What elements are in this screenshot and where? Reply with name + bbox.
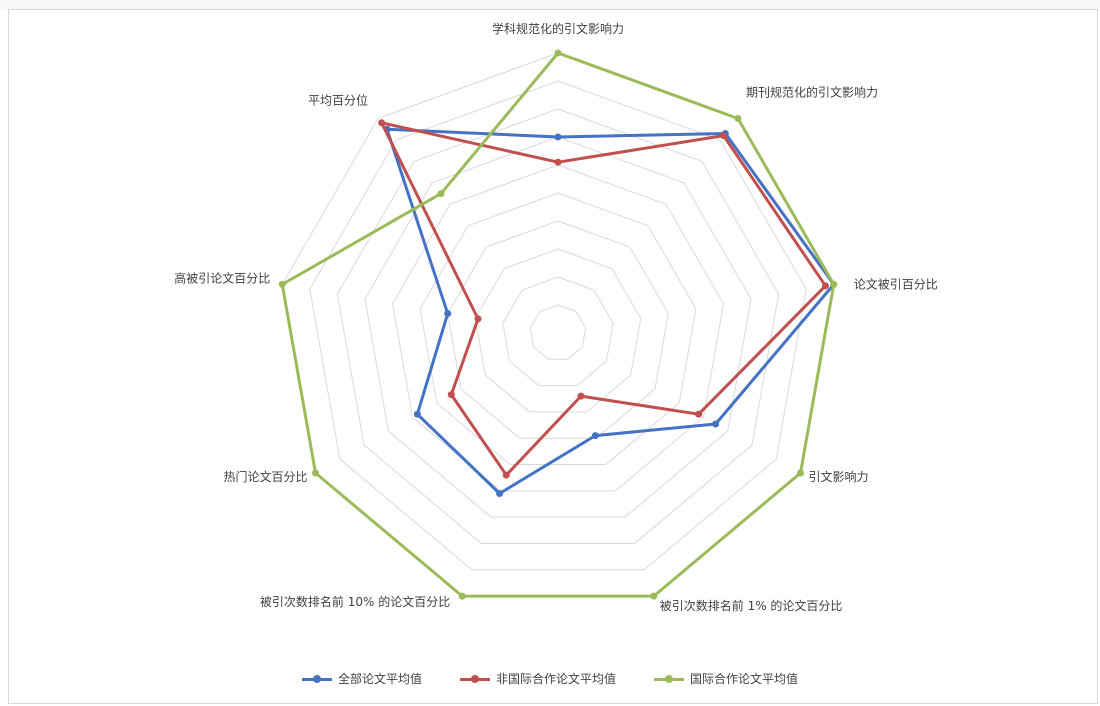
grid-ring — [364, 136, 752, 518]
data-point — [591, 432, 599, 440]
legend: 全部论文平均值 非国际合作论文平均值 国际合作论文平均值 — [0, 670, 1100, 687]
grid-ring — [309, 80, 807, 571]
axis-label: 高被引论文百分比 — [174, 270, 270, 285]
series-1 — [378, 119, 829, 479]
axis-label: 学科规范化的引文影响力 — [492, 21, 624, 36]
data-point — [554, 49, 562, 57]
data-point — [413, 410, 421, 418]
data-point — [437, 190, 445, 198]
data-point — [577, 392, 585, 400]
data-point — [720, 132, 728, 140]
grid-ring — [336, 108, 780, 544]
radar-chart: 学科规范化的引文影响力期刊规范化的引文影响力论文被引百分比引文影响力被引次数排名… — [174, 21, 938, 613]
series-line — [380, 121, 827, 477]
legend-swatch — [654, 673, 684, 685]
data-point — [378, 119, 386, 127]
data-point — [447, 391, 455, 399]
series-line — [385, 127, 836, 495]
grid-ring — [502, 276, 614, 387]
axis-label: 论文被引百分比 — [854, 276, 938, 291]
grid-ring — [474, 248, 642, 413]
data-point — [796, 469, 804, 477]
grid-ring — [419, 192, 697, 466]
axis-label: 被引次数排名前 1% 的论文百分比 — [660, 598, 843, 613]
chart-frame — [8, 9, 1098, 704]
legend-label: 国际合作论文平均值 — [690, 672, 799, 686]
data-point — [444, 310, 452, 318]
data-point — [734, 115, 742, 123]
legend-item: 全部论文平均值 — [301, 670, 422, 687]
axis-labels: 学科规范化的引文影响力期刊规范化的引文影响力论文被引百分比引文影响力被引次数排名… — [174, 21, 938, 613]
axis-label: 引文影响力 — [808, 469, 868, 484]
legend-item: 非国际合作论文平均值 — [459, 670, 616, 687]
data-point — [502, 471, 510, 479]
data-point — [830, 280, 838, 288]
axis-label: 平均百分位 — [308, 93, 368, 108]
data-point — [712, 420, 720, 428]
data-point — [278, 280, 286, 288]
axis-label: 期刊规范化的引文影响力 — [746, 85, 878, 100]
series-2 — [278, 49, 838, 600]
axis-label: 热门论文百分比 — [223, 469, 307, 484]
legend-item: 国际合作论文平均值 — [654, 670, 798, 687]
data-point — [312, 469, 320, 477]
series-line — [280, 51, 836, 598]
axis-label: 被引次数排名前 10% 的论文百分比 — [260, 594, 450, 609]
grid-ring — [529, 304, 587, 360]
legend-swatch — [301, 673, 332, 685]
data-point — [554, 133, 562, 141]
grid-ring — [447, 220, 669, 439]
legend-label: 非国际合作论文平均值 — [495, 672, 616, 686]
data-point — [821, 282, 829, 290]
data-point — [474, 315, 482, 323]
data-point — [650, 592, 658, 600]
window-top-strip — [0, 0, 1100, 9]
grid-ring — [392, 164, 724, 492]
data-point — [458, 592, 466, 600]
legend-swatch — [459, 673, 490, 685]
legend-label: 全部论文平均值 — [337, 672, 422, 686]
radar-series — [278, 49, 838, 600]
data-point — [695, 410, 703, 418]
data-point — [496, 489, 504, 497]
data-point — [554, 158, 562, 166]
